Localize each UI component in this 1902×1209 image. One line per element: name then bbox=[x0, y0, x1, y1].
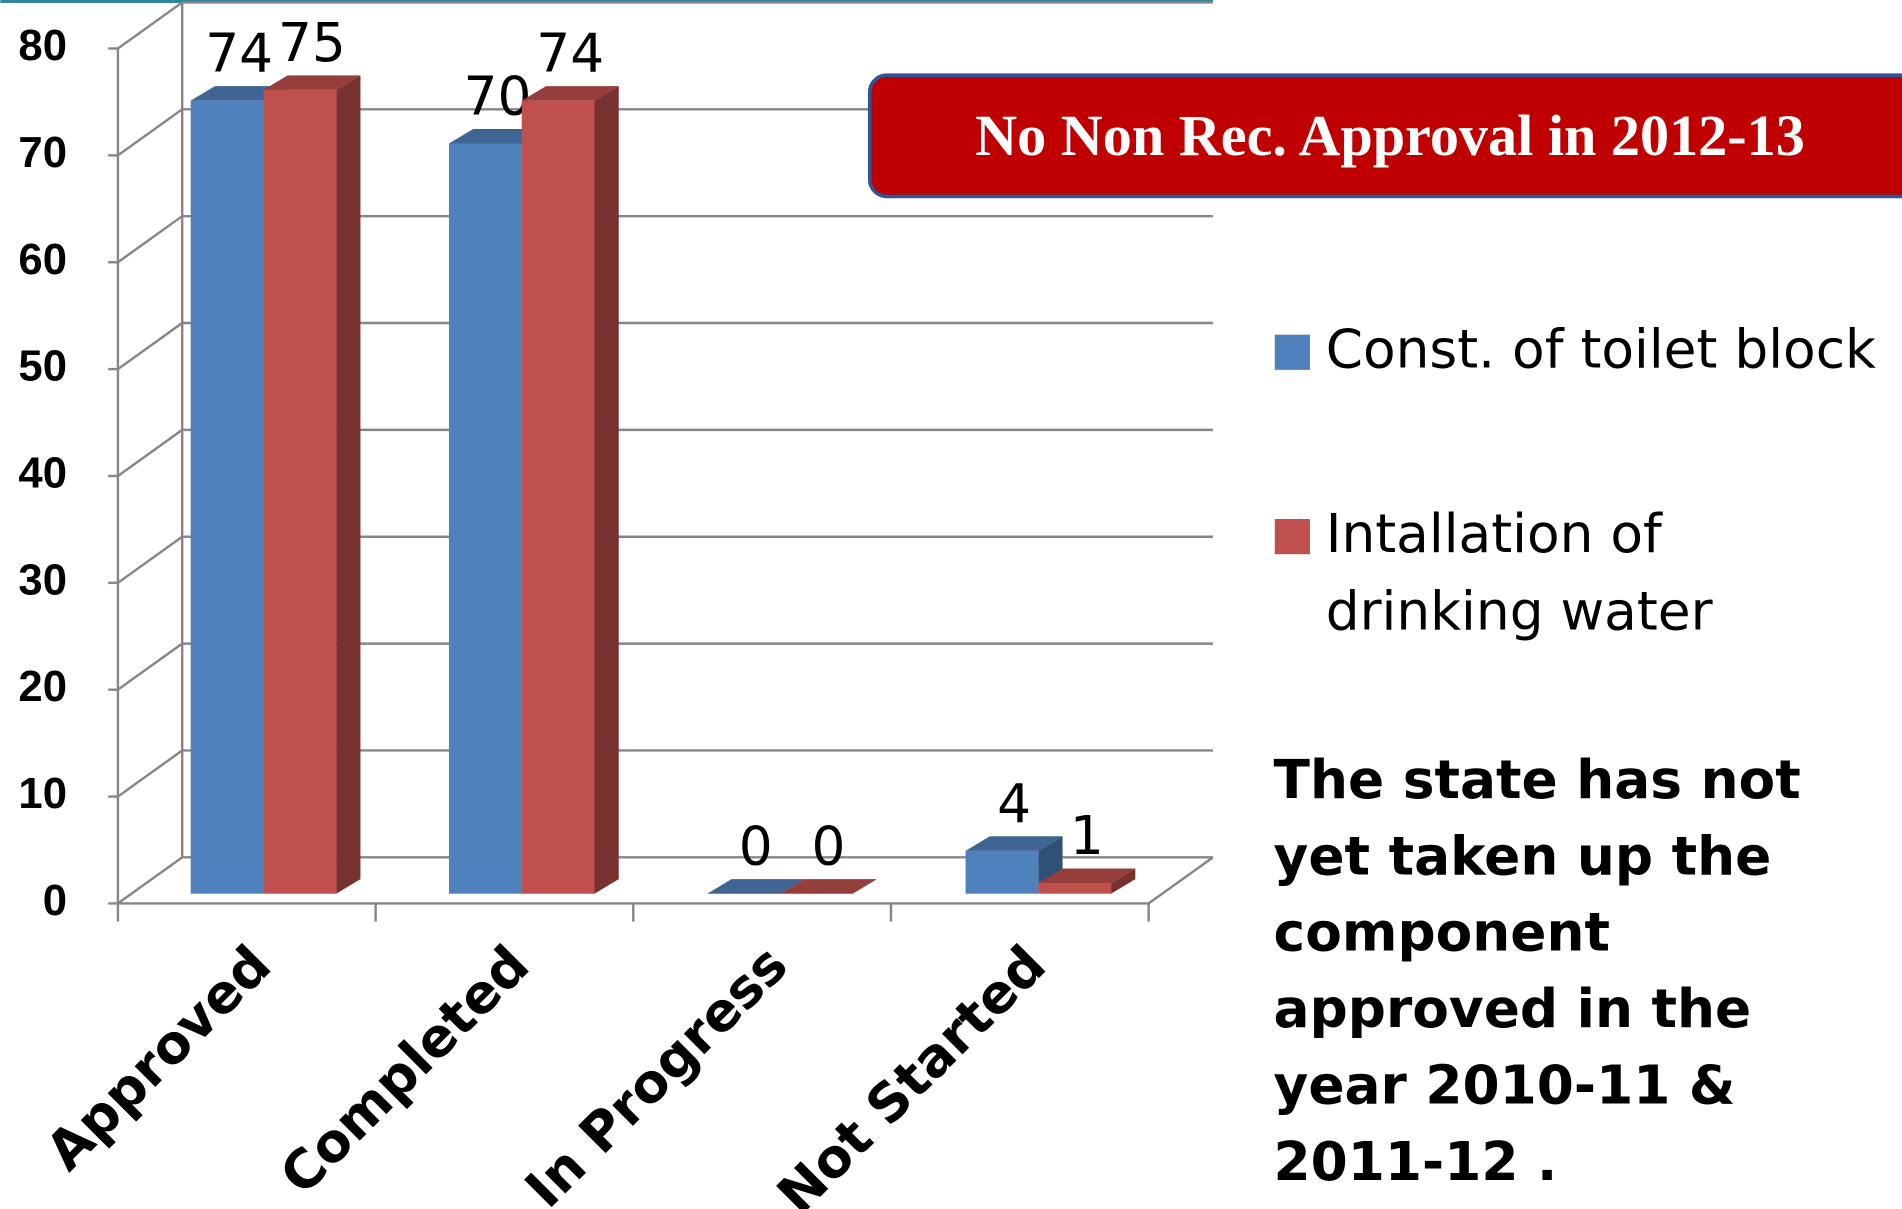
y-tick-label: 30 bbox=[18, 555, 67, 604]
x-tick-label: Completed bbox=[268, 933, 542, 1207]
grid-line bbox=[117, 1, 1213, 50]
banner-box bbox=[867, 73, 1902, 199]
bar bbox=[1038, 882, 1112, 894]
value-label: 75 bbox=[278, 11, 346, 74]
y-tick-label: 50 bbox=[18, 342, 67, 391]
bar bbox=[965, 850, 1039, 894]
bar-top bbox=[263, 75, 361, 90]
bar bbox=[190, 100, 264, 894]
bar-side bbox=[1111, 868, 1136, 894]
grid-line bbox=[117, 321, 1213, 371]
y-tick-label: 20 bbox=[18, 662, 67, 711]
x-tick-label: In Progress bbox=[513, 933, 800, 1209]
bar-top bbox=[780, 879, 878, 894]
legend-label: Const. of toilet block bbox=[1325, 318, 1876, 381]
grid-line bbox=[117, 856, 1213, 905]
bar-top bbox=[521, 86, 619, 101]
bar bbox=[521, 100, 595, 894]
x-tick-label: Not Started bbox=[765, 933, 1058, 1209]
grid-line bbox=[117, 535, 1213, 584]
legend-label: Intallation of drinking water bbox=[1325, 503, 1713, 643]
legend-entry: Const. of toilet block bbox=[1325, 318, 1876, 381]
x-tick-label: Approved bbox=[34, 933, 283, 1182]
value-label: 4 bbox=[997, 772, 1031, 835]
grid-line bbox=[117, 642, 1213, 691]
y-tick-label: 80 bbox=[18, 21, 67, 70]
grid-line bbox=[117, 749, 1213, 798]
note-box: The state has not yet taken up the compo… bbox=[1273, 749, 1801, 1194]
grid-line bbox=[117, 428, 1213, 477]
value-label: 1 bbox=[1070, 804, 1104, 867]
bar-side bbox=[594, 86, 619, 894]
y-tick-label: 40 bbox=[18, 448, 67, 497]
banner-text: No Non Rec. Approval in 2012-13 bbox=[975, 103, 1805, 168]
value-label: 0 bbox=[812, 815, 846, 878]
value-label: 0 bbox=[739, 815, 773, 878]
legend-swatch bbox=[1274, 519, 1310, 555]
y-tick-label: 10 bbox=[18, 769, 67, 818]
bar bbox=[448, 143, 522, 894]
bar-top bbox=[965, 836, 1063, 851]
value-label: 74 bbox=[205, 22, 273, 85]
bar-top bbox=[707, 879, 805, 894]
value-label: 74 bbox=[536, 22, 604, 85]
bar-top bbox=[1038, 868, 1136, 883]
y-tick-label: 0 bbox=[43, 876, 67, 925]
y-tick-label: 70 bbox=[18, 128, 67, 177]
legend-entry: Intallation of drinking water bbox=[1325, 503, 1713, 643]
legend-swatch bbox=[1274, 334, 1310, 370]
value-label: 70 bbox=[464, 65, 532, 128]
grid-line bbox=[117, 214, 1213, 264]
note-text: The state has not yet taken up the compo… bbox=[1273, 749, 1801, 1194]
bar bbox=[263, 89, 337, 894]
bar-side bbox=[336, 75, 361, 894]
y-tick-label: 60 bbox=[18, 235, 67, 284]
